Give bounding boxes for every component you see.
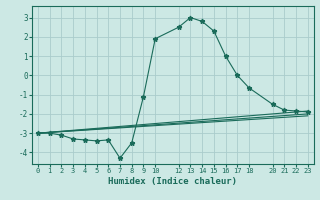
X-axis label: Humidex (Indice chaleur): Humidex (Indice chaleur)	[108, 177, 237, 186]
